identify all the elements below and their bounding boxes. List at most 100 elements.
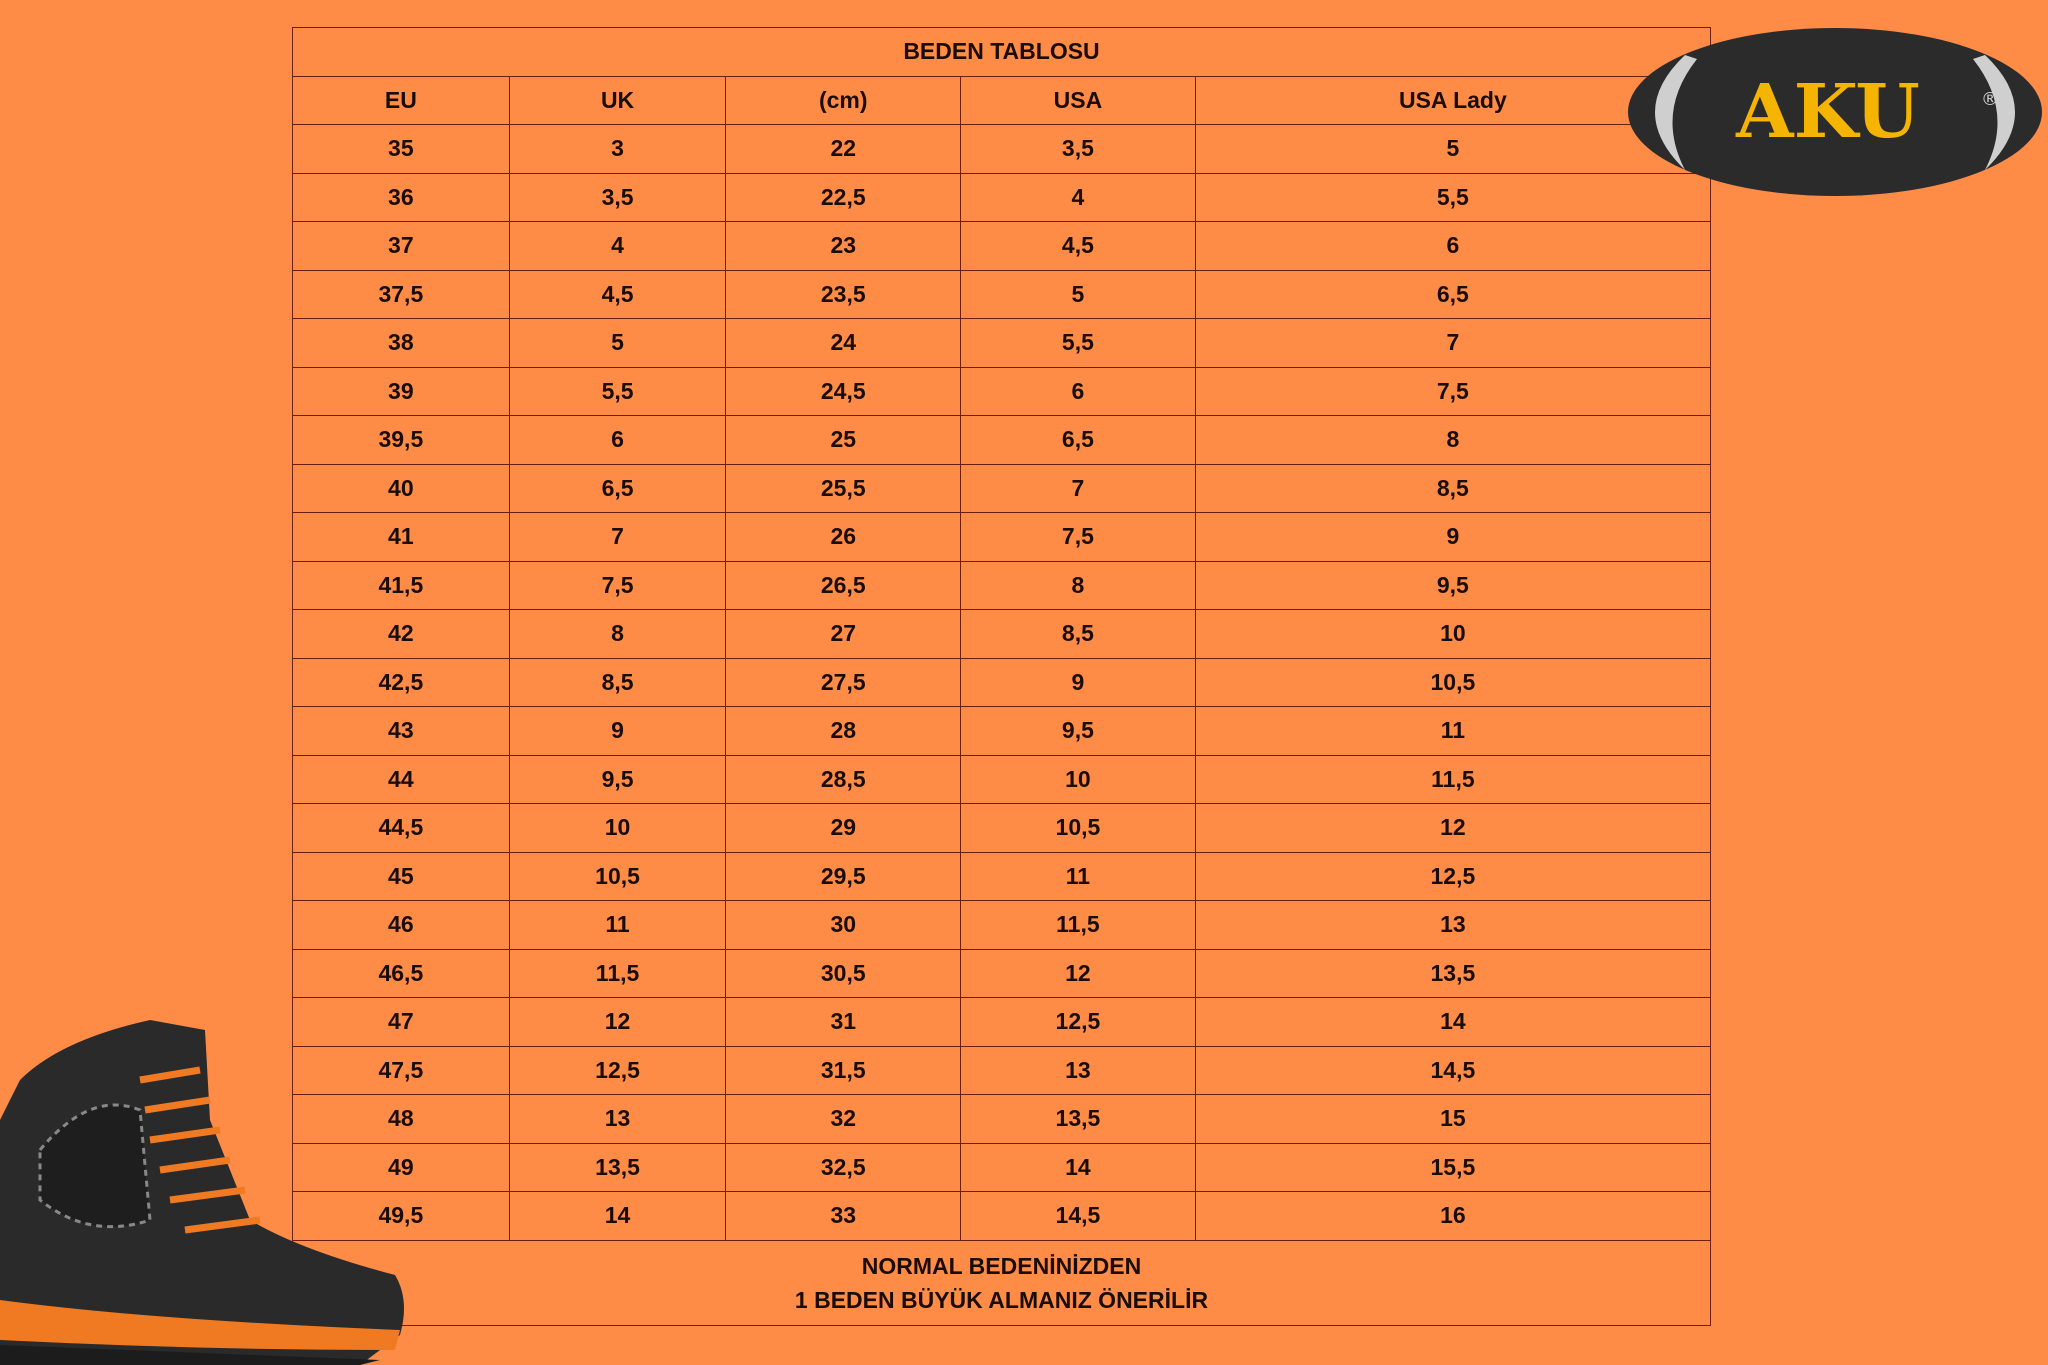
table-cell: 7,5 [1194,366,1712,416]
table-cell: 27,5 [725,657,962,707]
table-row: 49,5 14 33 14,5 16 [292,1191,1712,1241]
table-cell: 49 [292,1142,510,1192]
table-row: 41 7 26 7,5 9 [292,512,1712,562]
logo-left-swoosh [1655,55,1697,170]
table-cell: 25 [725,415,962,465]
table-cell: 12,5 [960,997,1196,1047]
table-cell: 8 [1194,415,1712,465]
column-header: USA [960,75,1196,125]
table-cell: 12 [960,948,1196,998]
table-row: 48 13 32 13,5 15 [292,1094,1712,1144]
table-cell: 8 [508,609,727,659]
note-line-1: NORMAL BEDENİNİZDEN [861,1252,1142,1279]
table-cell: 12,5 [508,1045,727,1095]
table-cell: 22 [725,124,962,174]
table-cell: 32 [725,1094,962,1144]
table-cell: 15,5 [1194,1142,1712,1192]
table-cell: 30,5 [725,948,962,998]
table-cell: 6 [508,415,727,465]
table-cell: 7 [1194,318,1712,368]
table-cell: 46 [292,900,510,950]
table-cell: 11,5 [960,900,1196,950]
table-cell: 29,5 [725,851,962,901]
table-row: 47,5 12,5 31,5 13 14,5 [292,1045,1712,1095]
table-cell: 35 [292,124,510,174]
table-cell: 46,5 [292,948,510,998]
table-row: 39,5 6 25 6,5 8 [292,415,1712,465]
table-cell: 22,5 [725,172,962,222]
table-cell: 9,5 [1194,560,1712,610]
table-cell: 33 [725,1191,962,1241]
table-row: 39 5,5 24,5 6 7,5 [292,366,1712,416]
column-header: (cm) [725,75,962,125]
table-cell: 24 [725,318,962,368]
table-cell: 11 [508,900,727,950]
table-cell: 11,5 [1194,754,1712,804]
table-cell: 14,5 [1194,1045,1712,1095]
table-cell: 45 [292,851,510,901]
table-cell: 12 [1194,803,1712,853]
table-cell: 23 [725,221,962,271]
hiking-boot-image [0,1020,404,1365]
table-cell: 9,5 [508,754,727,804]
table-cell: 10,5 [508,851,727,901]
table-cell: 27 [725,609,962,659]
table-cell: 26,5 [725,560,962,610]
table-cell: 6,5 [960,415,1196,465]
table-cell: 29 [725,803,962,853]
table-cell: 40 [292,463,510,513]
table-cell: 13,5 [1194,948,1712,998]
table-cell: 25,5 [725,463,962,513]
table-cell: 30 [725,900,962,950]
table-row: 38 5 24 5,5 7 [292,318,1712,368]
table-cell: 12,5 [1194,851,1712,901]
table-cell: 9 [508,706,727,756]
table-row: 44,5 10 29 10,5 12 [292,803,1712,853]
table-row: 41,5 7,5 26,5 8 9,5 [292,560,1712,610]
table-cell: 7,5 [508,560,727,610]
table-cell: 5,5 [1194,172,1712,222]
table-cell: 12 [508,997,727,1047]
table-cell: 6 [1194,221,1712,271]
size-chart-table: BEDEN TABLOSU EU UK (cm) USA USA Lady 35 3 22 3… [292,27,1712,1326]
table-row: 42 8 27 8,5 10 [292,609,1712,659]
table-cell: 10 [1194,609,1712,659]
table-cell: 48 [292,1094,510,1144]
column-header: EU [292,75,510,125]
table-cell: 16 [1194,1191,1712,1241]
table-row: 46,5 11,5 30,5 12 13,5 [292,948,1712,998]
table-cell: 9 [960,657,1196,707]
table-cell: 7 [960,463,1196,513]
table-row: 47 12 31 12,5 14 [292,997,1712,1047]
logo-text: AKU [1735,69,1920,155]
table-cell: 5,5 [508,366,727,416]
table-cell: 13 [508,1094,727,1144]
table-cell: 42 [292,609,510,659]
note-line-2: 1 BEDEN BÜYÜK ALMANIZ ÖNERİLİR [794,1286,1209,1313]
aku-logo: AKU ® [1628,28,2042,196]
table-cell: 14 [508,1191,727,1241]
table-cell: 13,5 [508,1142,727,1192]
table-cell: 26 [725,512,962,562]
column-header: UK [508,75,727,125]
table-cell: 8,5 [960,609,1196,659]
table-cell: 31,5 [725,1045,962,1095]
table-cell: 15 [1194,1094,1712,1144]
table-row: 43 9 28 9,5 11 [292,706,1712,756]
table-cell: 9 [1194,512,1712,562]
table-cell: 9,5 [960,706,1196,756]
table-cell: 8,5 [508,657,727,707]
table-cell: 5 [1194,124,1712,174]
table-cell: 28 [725,706,962,756]
size-advice-note: NORMAL BEDENİNİZDEN 1 BEDEN BÜYÜK ALMANI… [292,1239,1711,1326]
table-cell: 44,5 [292,803,510,853]
table-cell: 13,5 [960,1094,1196,1144]
table-cell: 11 [960,851,1196,901]
table-cell: 36 [292,172,510,222]
table-row: 46 11 30 11,5 13 [292,900,1712,950]
table-cell: 3,5 [960,124,1196,174]
table-row: 37,5 4,5 23,5 5 6,5 [292,269,1712,319]
table-cell: 41 [292,512,510,562]
header-row: EU UK (cm) USA USA Lady [292,75,1712,125]
table-cell: 4,5 [960,221,1196,271]
